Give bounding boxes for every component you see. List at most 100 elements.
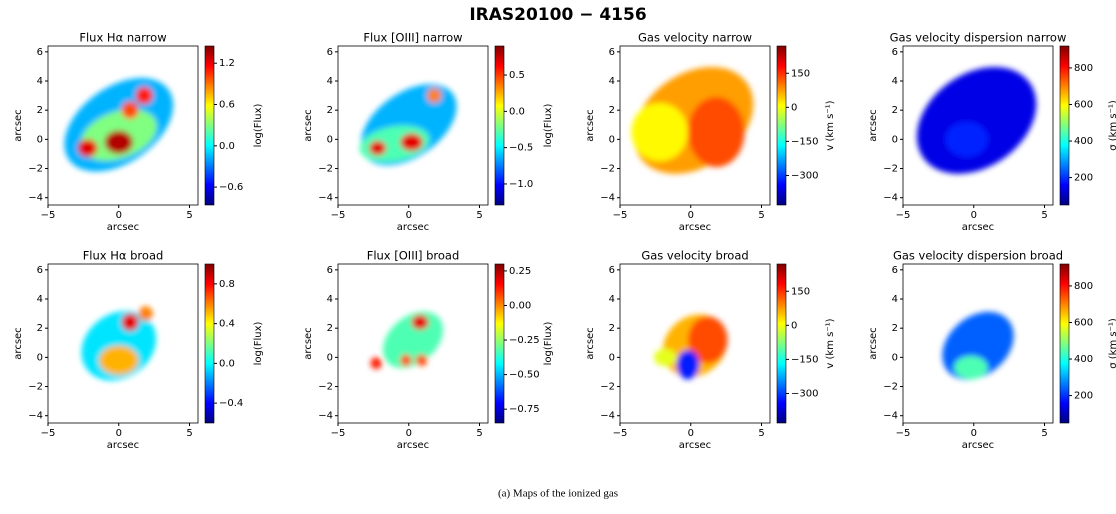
y-axis-label: arcsec [585, 327, 596, 359]
colorbar [1059, 45, 1070, 206]
x-tick-label: 5 [476, 428, 482, 439]
y-tick-label: 2 [892, 323, 898, 334]
colorbar-tick-label: −300 [791, 388, 818, 399]
y-tick-label: −4 [883, 193, 898, 204]
map-region [676, 350, 700, 380]
x-tick-label: 5 [186, 210, 192, 221]
panel-title: Flux Hα broad [83, 249, 164, 263]
colorbar-tick-label: −150 [791, 354, 818, 365]
x-axis-label: arcsec [962, 222, 994, 233]
x-axis-label: arcsec [679, 222, 711, 233]
y-axis-label: arcsec [868, 327, 879, 359]
colorbar-tick-label: 0.0 [219, 141, 235, 152]
y-tick-label: −4 [600, 411, 615, 422]
map-image [942, 311, 1014, 380]
y-tick-label: 0 [327, 352, 333, 363]
colorbar-tick-label: −0.4 [219, 398, 243, 409]
axes-frame [619, 263, 771, 424]
map-region [415, 354, 428, 367]
y-tick-label: 6 [609, 47, 615, 58]
x-tick-label: 5 [1041, 210, 1047, 221]
axes-frame [47, 263, 199, 424]
y-tick-label: 0 [892, 134, 898, 145]
map-region [411, 315, 429, 330]
x-tick-label: −5 [896, 210, 911, 221]
y-tick-label: 6 [892, 47, 898, 58]
colorbar-tick-label: 0.5 [509, 70, 525, 81]
map-region [427, 88, 442, 103]
y-tick-label: 0 [37, 134, 43, 145]
y-tick-label: 4 [892, 294, 898, 305]
colorbar-tick-label: 800 [1074, 281, 1093, 292]
panel-title: Gas velocity dispersion narrow [890, 31, 1067, 45]
y-tick-label: 4 [892, 76, 898, 87]
colorbar-tick-label: 0.8 [219, 279, 235, 290]
y-tick-label: −4 [28, 193, 43, 204]
axes-frame [337, 263, 489, 424]
colorbar-tick-label: 200 [1074, 391, 1093, 402]
colorbar [776, 45, 787, 206]
y-axis-label: arcsec [585, 109, 596, 141]
x-tick-label: −5 [896, 428, 911, 439]
colorbar-tick-label: 600 [1074, 317, 1093, 328]
y-axis-label: arcsec [13, 109, 24, 141]
colorbar-tick-label: −0.25 [509, 335, 540, 346]
colorbar-tick-label: −0.75 [509, 404, 540, 415]
y-tick-label: 2 [892, 105, 898, 116]
y-tick-label: 4 [37, 76, 43, 87]
colorbar-label: log(Flux) [253, 103, 264, 147]
x-tick-label: 0 [688, 428, 694, 439]
y-tick-label: −4 [318, 411, 333, 422]
colorbar-tick-label: −0.5 [509, 143, 533, 154]
colorbar-tick-label: −0.50 [509, 370, 540, 381]
x-tick-label: 0 [971, 428, 977, 439]
colorbar-tick-label: 800 [1074, 63, 1093, 74]
y-axis-label: arcsec [868, 109, 879, 141]
y-tick-label: 2 [327, 323, 333, 334]
colorbar [204, 45, 215, 206]
y-tick-label: 0 [609, 134, 615, 145]
y-axis-label: arcsec [303, 109, 314, 141]
x-axis-label: arcsec [679, 440, 711, 451]
colorbar-tick-label: 0.00 [509, 300, 531, 311]
axes-frame [619, 45, 771, 206]
map-region [98, 345, 139, 375]
y-tick-label: 4 [37, 294, 43, 305]
map-image [370, 311, 444, 370]
y-tick-label: 6 [37, 265, 43, 276]
colorbar [204, 263, 215, 424]
colorbar [776, 263, 787, 424]
y-tick-label: −2 [600, 382, 615, 393]
x-tick-label: 5 [476, 210, 482, 221]
y-tick-label: 2 [609, 323, 615, 334]
x-tick-label: −5 [331, 210, 346, 221]
map-image [64, 78, 174, 172]
colorbar-label: log(Flux) [543, 321, 554, 365]
x-axis-label: arcsec [397, 440, 429, 451]
y-tick-label: 2 [609, 105, 615, 116]
map-region [369, 140, 387, 156]
axes-frame [902, 45, 1054, 206]
colorbar [494, 263, 505, 424]
y-tick-label: −4 [883, 411, 898, 422]
x-tick-label: 5 [758, 210, 764, 221]
axes-frame [47, 45, 199, 206]
colorbar [494, 45, 505, 206]
y-tick-label: 4 [327, 294, 333, 305]
y-tick-label: 0 [327, 134, 333, 145]
y-tick-label: 2 [37, 105, 43, 116]
x-tick-label: −5 [613, 210, 628, 221]
map-region [945, 121, 988, 157]
map-region [916, 66, 1037, 174]
colorbar-label: v (km s⁻¹) [825, 318, 836, 368]
y-tick-label: −4 [28, 411, 43, 422]
map-region [361, 84, 457, 166]
x-axis-label: arcsec [962, 440, 994, 451]
colorbar-tick-label: −1.0 [509, 179, 533, 190]
x-tick-label: −5 [331, 428, 346, 439]
y-tick-label: 6 [892, 265, 898, 276]
x-tick-label: 0 [116, 428, 122, 439]
y-tick-label: 4 [327, 76, 333, 87]
colorbar-label: v (km s⁻¹) [825, 100, 836, 150]
colorbar-tick-label: 400 [1074, 136, 1093, 147]
